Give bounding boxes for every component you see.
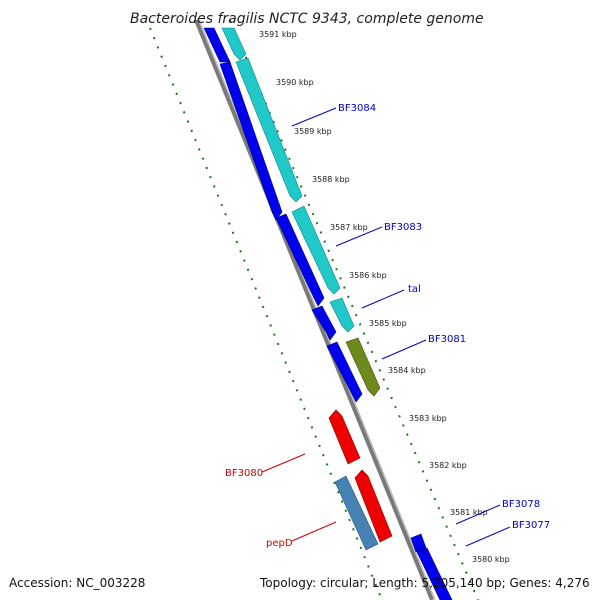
scale-tick-label: 3585 kbp (369, 319, 407, 328)
leader-line-bf3078 (455, 504, 501, 525)
label-leaders (261, 107, 511, 547)
gene-feature-forward[interactable] (326, 341, 363, 403)
scale-tick-label: 3586 kbp (349, 271, 387, 280)
gene-feature-forward[interactable] (416, 547, 453, 600)
scale-ticks: 3591 kbp 3590 kbp 3589 kbp 3588 kbp 3587… (259, 30, 510, 564)
genome-summary-text: Topology: circular; Length: 5,205,140 bp… (259, 576, 590, 590)
scale-tick-label: 3583 kbp (409, 414, 447, 423)
steel-feature[interactable] (334, 475, 379, 551)
scale-tick-label: 3581 kbp (450, 508, 488, 517)
scale-tick-label: 3591 kbp (259, 30, 297, 39)
gene-label-bf3077[interactable]: BF3077 (512, 520, 550, 531)
genome-title: Bacteroides fragilis NCTC 9343, complete… (130, 11, 484, 27)
gene-label-bf3084[interactable]: BF3084 (338, 103, 376, 114)
gene-feature-reverse[interactable] (354, 469, 393, 543)
gene-label-tal[interactable]: tal (408, 284, 421, 295)
scale-tick-label: 3590 kbp (276, 78, 314, 87)
gene-feature-forward[interactable] (275, 213, 325, 307)
cds-feature[interactable] (235, 57, 303, 203)
gene-label-pepd[interactable]: pepD (266, 538, 293, 549)
gene-label-bf3081[interactable]: BF3081 (428, 334, 466, 345)
gene-feature-forward[interactable] (311, 305, 337, 341)
cds-feature[interactable] (329, 297, 355, 333)
cds-feature[interactable] (221, 27, 247, 61)
leader-line-pepd (291, 521, 337, 542)
gene-label-bf3083[interactable]: BF3083 (384, 222, 422, 233)
scale-tick-label: 3587 kbp (330, 223, 368, 232)
leader-line-bf3077 (465, 526, 511, 547)
cds-feature[interactable] (291, 205, 341, 295)
scale-tick-label: 3582 kbp (429, 461, 467, 470)
leader-line-bf3084 (291, 107, 337, 127)
leader-line-bf3083 (335, 226, 383, 247)
gene-label-bf3080[interactable]: BF3080 (225, 468, 263, 479)
scale-tick-label: 3580 kbp (472, 555, 510, 564)
gene-feature-reverse[interactable] (328, 409, 361, 465)
gene-feature-forward[interactable] (410, 533, 427, 553)
gene-label-bf3078[interactable]: BF3078 (502, 499, 540, 510)
scale-tick-label: 3589 kbp (294, 127, 332, 136)
gene-feature-forward[interactable] (219, 61, 283, 221)
leader-line-tal (361, 289, 405, 309)
accession-text: Accession: NC_003228 (9, 576, 145, 590)
leader-line-bf3080 (261, 453, 306, 473)
rna-feature[interactable] (345, 337, 381, 397)
scale-tick-label: 3588 kbp (312, 175, 350, 184)
leader-line-bf3081 (381, 339, 427, 360)
scale-tick-label: 3584 kbp (388, 366, 426, 375)
gene-labels: BF3084 BF3083 tal BF3081 BF3080 pepD BF3… (225, 103, 550, 549)
